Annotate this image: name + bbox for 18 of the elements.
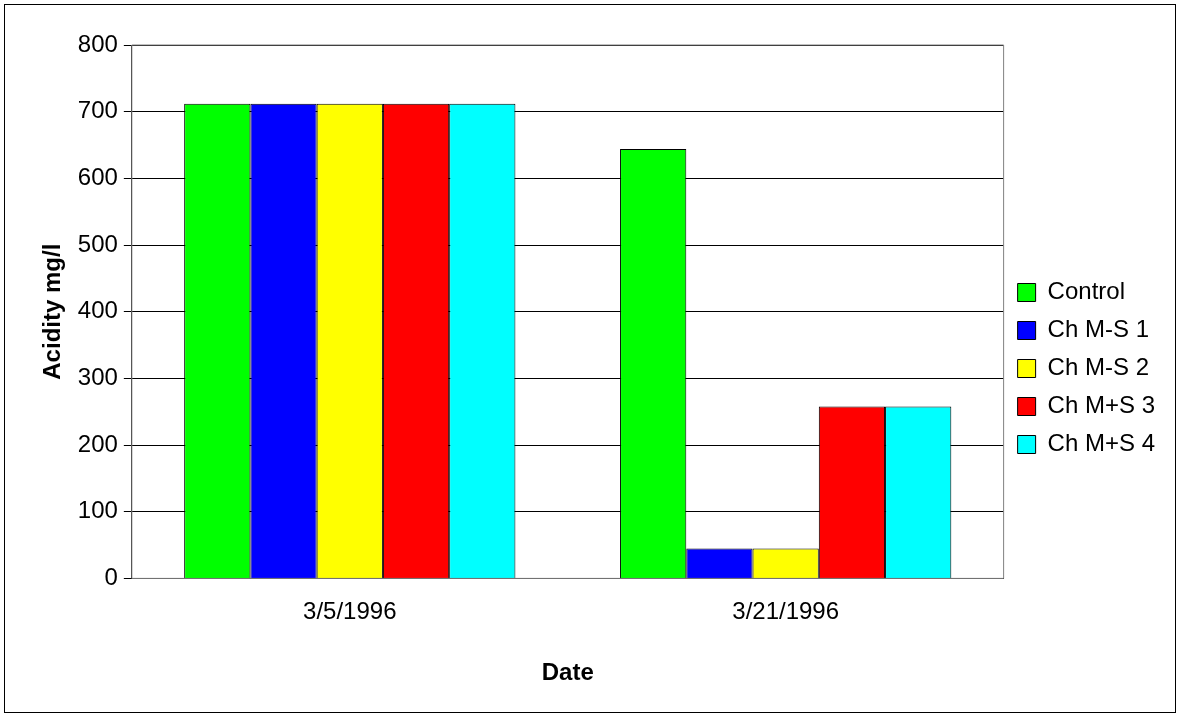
y-tick-label: 600 bbox=[77, 162, 118, 190]
y-tick-label: 700 bbox=[77, 96, 118, 124]
legend-label: Ch M+S 4 bbox=[1047, 429, 1156, 457]
y-tick-label: 400 bbox=[77, 296, 118, 324]
x-axis-title: Date bbox=[541, 658, 594, 686]
legend-label: Ch M-S 1 bbox=[1047, 315, 1149, 343]
y-tick-label: 200 bbox=[77, 429, 118, 457]
legend-label: Control bbox=[1047, 277, 1125, 305]
legend-label: Ch M+S 3 bbox=[1047, 391, 1156, 419]
y-tick-label: 500 bbox=[77, 229, 118, 257]
y-tick-label: 300 bbox=[77, 363, 118, 390]
legend-label: Ch M-S 2 bbox=[1047, 353, 1149, 381]
y-tick-label: 800 bbox=[77, 29, 118, 57]
x-tick-label: 3/21/1996 bbox=[732, 597, 840, 625]
y-axis-title: Acidity mg/l bbox=[38, 243, 66, 380]
x-tick-label: 3/5/1996 bbox=[303, 597, 397, 625]
y-tick-label: 0 bbox=[104, 563, 118, 591]
y-tick-label: 100 bbox=[77, 496, 118, 524]
